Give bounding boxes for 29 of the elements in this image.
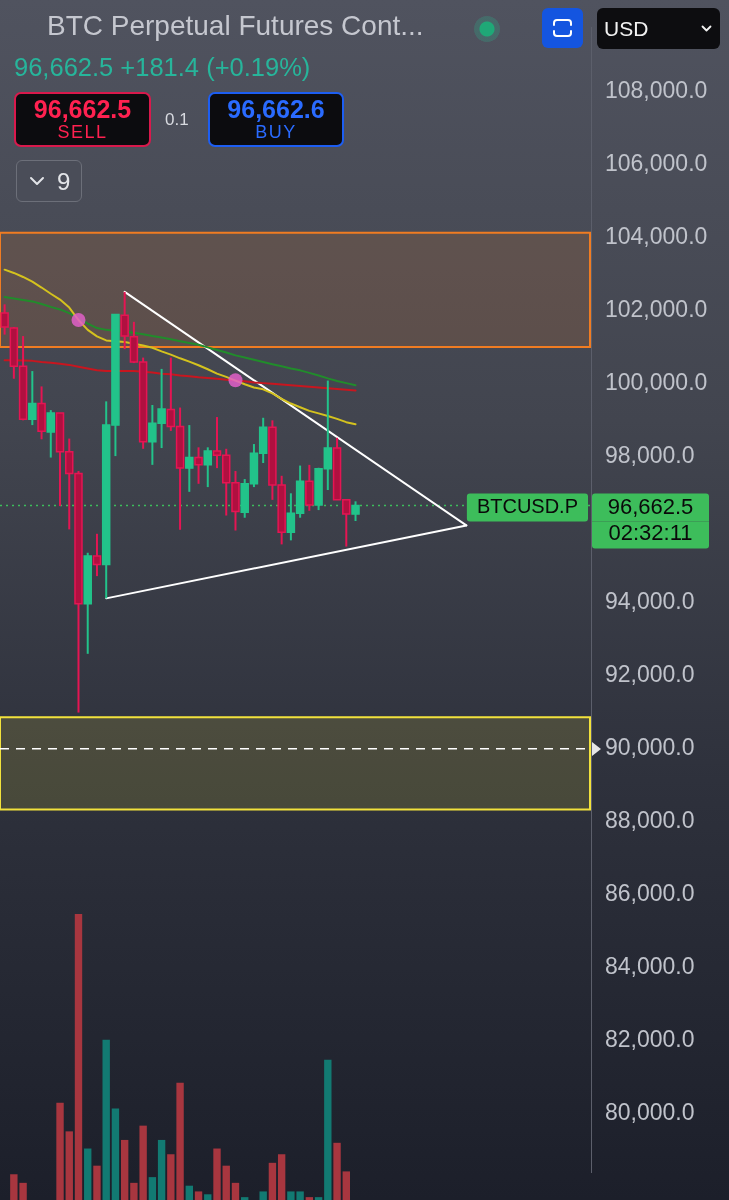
annotation: BTCUSD.P (476, 495, 578, 518)
y-tick-label: 92,000.0 (605, 661, 695, 688)
y-tick-label: 94,000.0 (605, 588, 695, 615)
ref-line-label: 96,662.5 (607, 493, 694, 519)
y-tick-label: 82,000.0 (605, 1025, 695, 1052)
text: 96,662.5 +181.4 (+0.19%) (14, 53, 311, 82)
sell-button: 96,662.5 SELL (14, 92, 151, 147)
y-tick-label: 100,000.0 (605, 369, 708, 396)
chart-title: BTC Perpetual Futures Cont... (47, 10, 424, 42)
y-tick-label: 80,000.0 (605, 1098, 695, 1125)
y-tick-label: 90,000.0 (605, 734, 695, 760)
y-tick-label: 104,000.0 (605, 223, 708, 250)
annotation: BUY (255, 122, 297, 143)
collapse-button: 9 (16, 160, 82, 202)
text: 02:32:11 (608, 519, 693, 545)
buy-button: 96,662.6 BUY (208, 92, 344, 147)
y-tick-label: 88,000.0 (605, 806, 695, 833)
annotation: 96,662.5 (33, 95, 132, 123)
y-tick-label: 102,000.0 (605, 296, 708, 323)
y-tick-label: 86,000.0 (605, 879, 695, 906)
currency-dropdown: USD (597, 8, 720, 49)
annotation: SELL (57, 122, 108, 143)
annotation: 96,662.6 (227, 95, 325, 123)
y-tick-label: 106,000.0 (605, 150, 708, 177)
y-tick-label: 84,000.0 (605, 952, 695, 979)
annotation: 9 (57, 168, 71, 196)
annotation: 0.1 (165, 110, 189, 130)
y-tick-label: 98,000.0 (605, 442, 695, 469)
y-tick-label: 108,000.0 (605, 77, 708, 104)
